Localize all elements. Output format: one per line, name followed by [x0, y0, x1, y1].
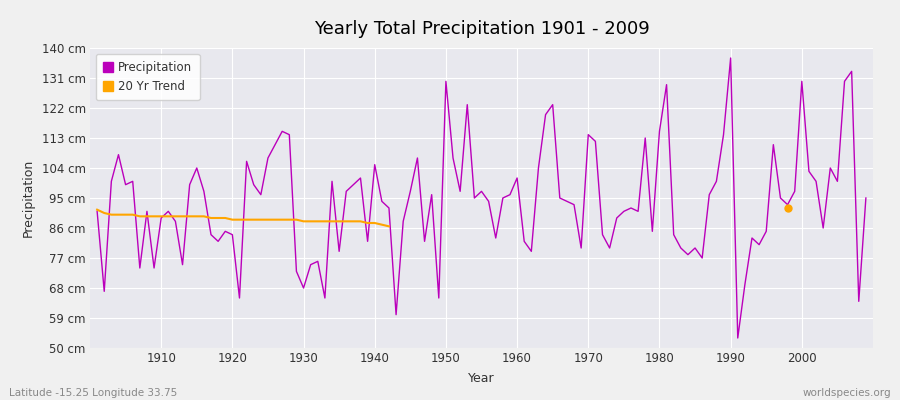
X-axis label: Year: Year	[468, 372, 495, 385]
Text: Latitude -15.25 Longitude 33.75: Latitude -15.25 Longitude 33.75	[9, 388, 177, 398]
Y-axis label: Precipitation: Precipitation	[22, 159, 35, 237]
Title: Yearly Total Precipitation 1901 - 2009: Yearly Total Precipitation 1901 - 2009	[313, 20, 650, 38]
Legend: Precipitation, 20 Yr Trend: Precipitation, 20 Yr Trend	[96, 54, 200, 100]
Text: worldspecies.org: worldspecies.org	[803, 388, 891, 398]
